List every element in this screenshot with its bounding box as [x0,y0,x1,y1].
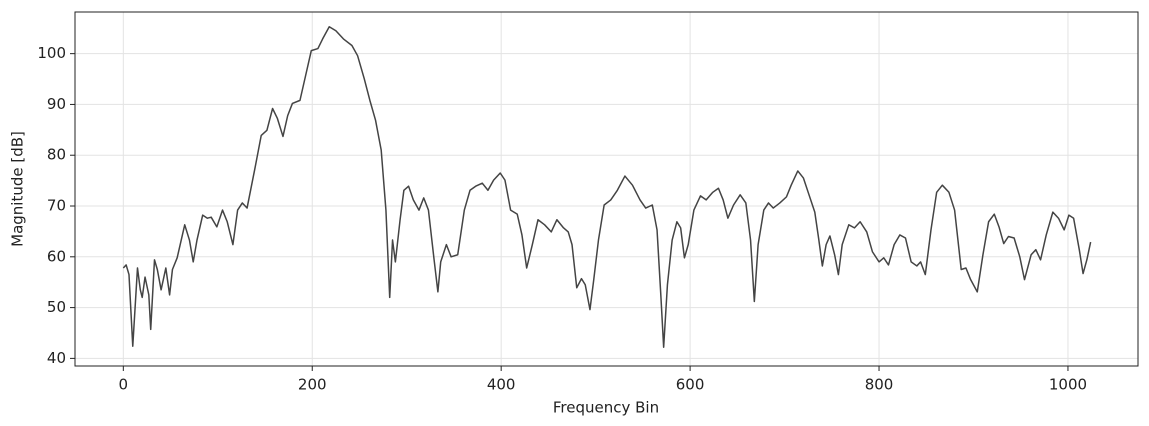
x-tick-label: 800 [865,376,894,394]
y-tick-label: 90 [47,95,66,113]
y-tick-label: 70 [47,197,66,215]
y-tick-label: 80 [47,146,66,164]
plot-frame [74,11,1139,367]
y-tick-label: 100 [37,44,66,62]
y-axis-label: Magnitude [dB] [9,131,27,247]
y-tick-label: 50 [47,298,66,316]
x-tick-label: 1000 [1049,376,1087,394]
x-tick-label: 600 [676,376,705,394]
y-tick-label: 40 [47,349,66,367]
x-tick-label: 200 [298,376,327,394]
x-tick-label: 400 [487,376,516,394]
line-series [122,25,1092,348]
y-tick-label: 60 [47,247,66,265]
x-axis-label: Frequency Bin [553,399,659,417]
x-tick-label: 0 [119,376,129,394]
